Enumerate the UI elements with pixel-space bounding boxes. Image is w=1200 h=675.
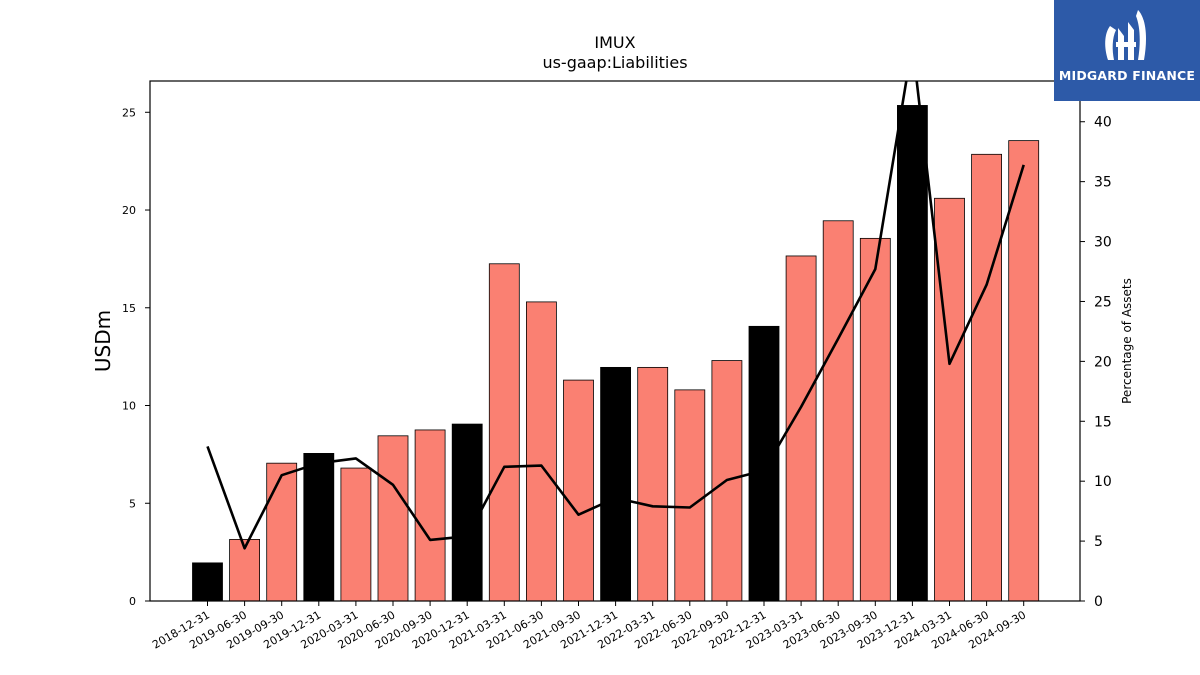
bar-2020-12-31 xyxy=(451,423,483,602)
y-tick-label: 10 xyxy=(122,400,136,413)
bar-2023-12-31 xyxy=(897,105,928,602)
line-series xyxy=(206,81,1025,550)
y-tick-label: 25 xyxy=(122,106,136,119)
y2-tick-label: 5 xyxy=(1094,534,1103,550)
bar-2020-03-31 xyxy=(340,467,372,602)
y-axis-left: 0 5 10 15 20 25 xyxy=(122,106,150,608)
y2-tick-label: 40 xyxy=(1094,115,1112,131)
bar-2021-09-30 xyxy=(563,379,594,602)
bar-2020-06-30 xyxy=(377,435,409,602)
bar-2024-09-30 xyxy=(1008,140,1040,602)
bar-2019-09-30 xyxy=(266,462,298,602)
y-tick-label: 0 xyxy=(129,595,136,608)
bar-2024-03-31 xyxy=(934,197,965,602)
y-axis-right: 0 5 10 15 20 25 30 35 40 xyxy=(1080,115,1112,610)
bar-2022-12-31 xyxy=(748,325,780,602)
bar-2018-12-31 xyxy=(192,562,223,602)
logo-text: MIDGARD FINANCE xyxy=(1058,68,1196,83)
bar-2019-12-31 xyxy=(303,453,335,602)
bar-series xyxy=(192,105,1040,602)
bar-2021-06-30 xyxy=(526,301,557,602)
y2-tick-label: 15 xyxy=(1094,414,1112,430)
percentage-line xyxy=(206,81,1025,550)
y-axis-label: USDm xyxy=(91,310,115,372)
plot-frame xyxy=(149,80,1081,602)
bar-2024-06-30 xyxy=(971,153,1002,602)
bar-2022-03-31 xyxy=(637,366,669,602)
bar-2023-03-31 xyxy=(785,255,817,602)
bar-2023-09-30 xyxy=(859,237,891,602)
midgard-finance-logo: MIDGARD FINANCE xyxy=(1054,0,1200,101)
y-tick-label: 15 xyxy=(122,302,136,315)
y2-tick-label: 25 xyxy=(1094,294,1112,310)
y2-tick-label: 30 xyxy=(1094,235,1112,251)
x-axis: 2018-12-312019-06-302019-09-302019-12-31… xyxy=(150,601,1028,652)
y-tick-label: 5 xyxy=(129,497,136,510)
midgard-logo-icon xyxy=(1105,10,1146,60)
bar-2020-09-30 xyxy=(414,429,446,602)
bar-2021-03-31 xyxy=(488,263,520,602)
bar-2023-06-30 xyxy=(822,220,854,602)
bar-2019-06-30 xyxy=(229,539,261,602)
y2-tick-label: 35 xyxy=(1094,175,1112,191)
y2-axis-label: Percentage of Assets xyxy=(1120,278,1134,404)
bar-2022-06-30 xyxy=(674,389,706,602)
chart-title: IMUX xyxy=(594,33,635,52)
y-tick-label: 20 xyxy=(122,204,136,217)
y2-tick-label: 20 xyxy=(1094,354,1112,370)
y2-tick-label: 0 xyxy=(1094,594,1103,610)
bar-2021-12-31 xyxy=(600,366,631,602)
chart-subtitle: us-gaap:Liabilities xyxy=(542,53,687,72)
y2-tick-label: 10 xyxy=(1094,474,1112,490)
